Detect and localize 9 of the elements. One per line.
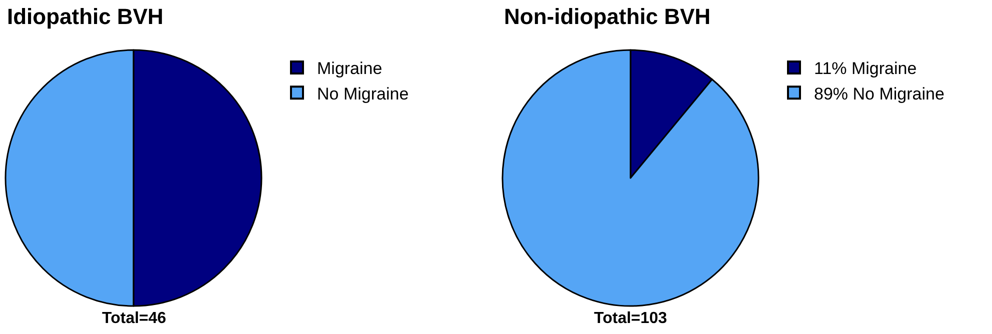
text: Total=103	[594, 310, 668, 327]
legend-label: No Migraine	[317, 84, 409, 104]
chart-title: Non-idiopathic BVH	[504, 4, 711, 29]
text: Total=46	[102, 310, 166, 327]
pie-slice	[502, 49, 760, 307]
chart-title: Idiopathic BVH	[7, 4, 164, 29]
legend-label: 89% No Migraine	[814, 84, 944, 104]
legend-label: 11% Migraine	[814, 59, 917, 78]
legend-label: Migraine	[317, 59, 382, 78]
